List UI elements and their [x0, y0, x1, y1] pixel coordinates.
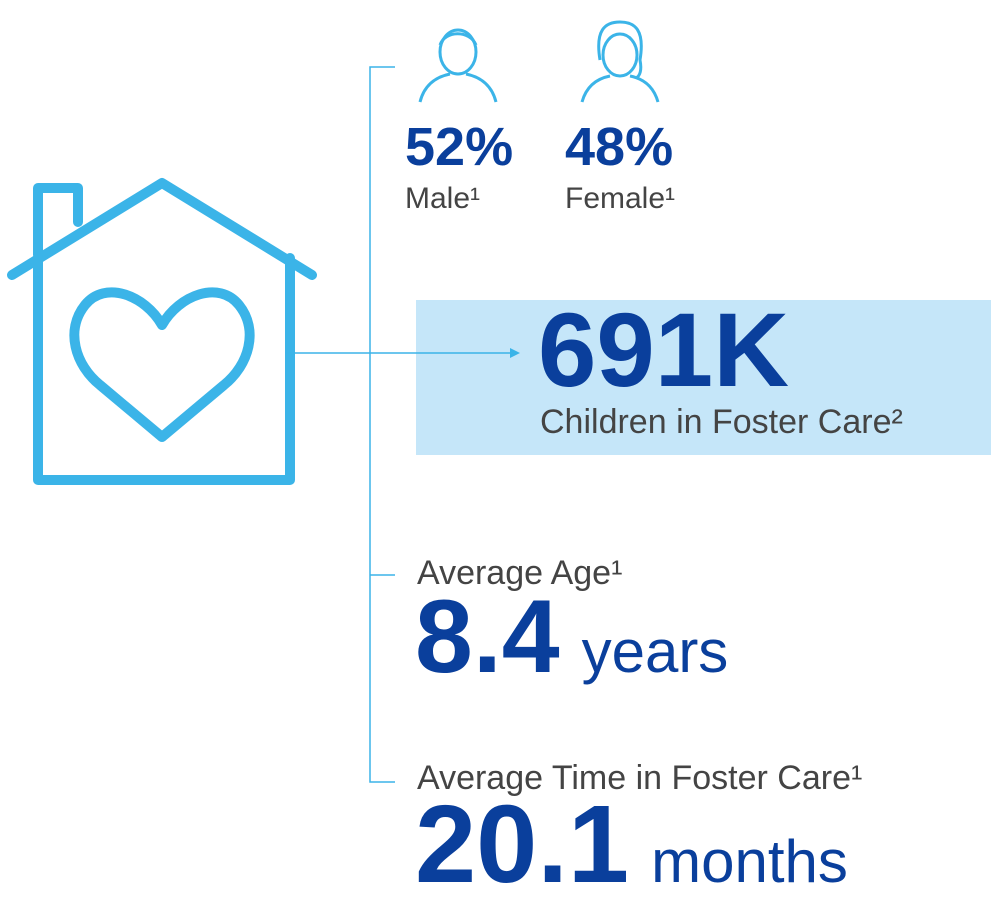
time-label: Average Time in Foster Care¹ [417, 759, 863, 797]
house-icon [7, 178, 317, 485]
male-value: 52% [405, 117, 514, 177]
total-value: 691K [538, 292, 790, 409]
age-label: Average Age¹ [417, 554, 623, 592]
person-icons [418, 20, 660, 103]
time-value: 20.1 [415, 783, 630, 900]
female-label: Female¹ [565, 182, 676, 215]
time-unit: months [651, 828, 848, 895]
highlight-box [416, 300, 991, 455]
total-label: Children in Foster Care² [540, 403, 903, 441]
age-value: 8.4 [415, 579, 560, 695]
male-label: Male¹ [405, 182, 481, 215]
time-row: 20.1 months [415, 790, 848, 900]
age-unit: years [581, 618, 729, 685]
arrow-head [510, 348, 520, 358]
connector-lines [285, 66, 515, 783]
age-row: 8.4 years [415, 585, 728, 689]
female-value: 48% [565, 117, 674, 177]
